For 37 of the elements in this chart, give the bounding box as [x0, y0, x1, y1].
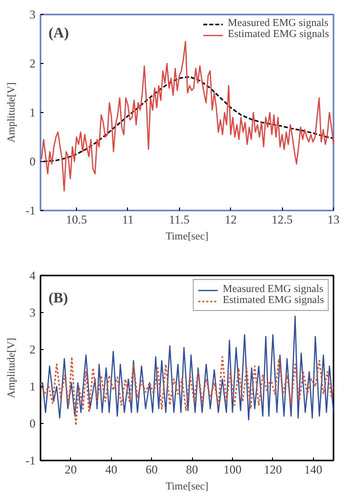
x-tick-label: 40 [105, 462, 118, 476]
y-tick-label: 2 [30, 56, 36, 70]
y-tick-label: 0 [30, 154, 36, 168]
legend-label: Estimated EMG signals [222, 295, 324, 306]
legend-label: Measured EMG signals [222, 284, 324, 295]
legend-label: Measured EMG signals [228, 18, 328, 29]
y-tick-label: -1 [26, 454, 36, 468]
y-tick-label: 1 [30, 106, 36, 120]
y-axis-title: Amplitude[V] [6, 338, 18, 398]
x-tick-label: 10.5 [66, 212, 87, 226]
y-axis-title: Amplitude[V] [6, 82, 18, 143]
x-tick-label: 11 [122, 212, 134, 226]
y-tick-label: 3 [30, 306, 36, 320]
x-tick-label: 12 [224, 212, 237, 226]
x-tick-label: 13 [328, 212, 340, 226]
line-series [40, 40, 334, 192]
line-series [40, 316, 334, 420]
y-tick-label: 4 [30, 268, 36, 282]
x-tick-label: 20 [64, 462, 77, 476]
x-axis-title: Time[sec] [166, 482, 208, 492]
x-tick-label: 80 [186, 462, 198, 476]
y-tick-label: 0 [30, 416, 36, 430]
x-axis-title: Time[sec] [166, 232, 208, 242]
x-tick-label: 120 [264, 462, 282, 476]
x-tick-label: 100 [223, 462, 242, 476]
y-tick-label: 1 [30, 380, 36, 394]
annotation: (A) [48, 26, 69, 42]
y-tick-label: 2 [30, 342, 36, 356]
annotation: (B) [48, 290, 68, 306]
line-series [40, 356, 334, 426]
y-tick-label: -1 [26, 204, 36, 218]
y-tick-label: 3 [30, 8, 36, 22]
x-tick-label: 60 [146, 462, 158, 476]
legend-label: Estimated EMG signals [228, 29, 329, 40]
x-tick-label: 12.5 [272, 212, 293, 226]
x-tick-label: 11.5 [169, 212, 190, 226]
x-tick-label: 140 [304, 462, 322, 476]
